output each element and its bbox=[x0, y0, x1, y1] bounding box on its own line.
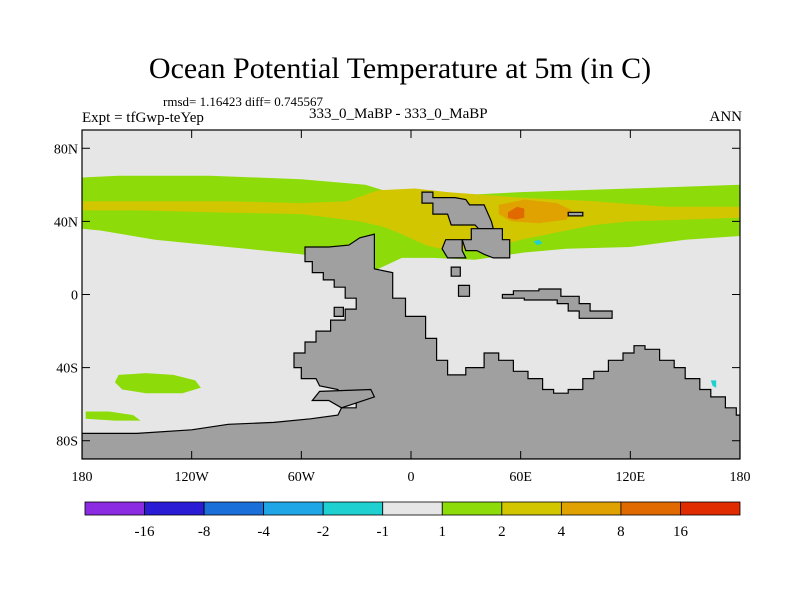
anomaly-region-7 bbox=[710, 380, 717, 388]
colorbar-label-3: -2 bbox=[317, 524, 330, 540]
colorbar-label-8: 8 bbox=[617, 524, 625, 540]
colorbar-box-6 bbox=[441, 501, 503, 516]
colorbar: -16 -8 -4 -2 -1 1 2 4 8 16 bbox=[84, 501, 741, 540]
case-label: Expt = tfGwp-teYep bbox=[82, 110, 204, 126]
y-tick-label-1: 40N bbox=[54, 215, 78, 230]
y-tick-label-2: 0 bbox=[71, 289, 78, 304]
colorbar-label-2: -4 bbox=[257, 524, 270, 540]
x-tick-label-4: 60E bbox=[509, 470, 532, 485]
stats-label: rmsd= 1.16423 diff= 0.745567 bbox=[163, 94, 323, 109]
comparison-label: 333_0_MaBP - 333_0_MaBP bbox=[309, 106, 488, 122]
season-label: ANN bbox=[709, 109, 743, 125]
land-africa-eurasia bbox=[82, 233, 740, 459]
anomaly-region-6 bbox=[533, 239, 543, 246]
y-tick-label-3: 40S bbox=[56, 362, 78, 377]
anomaly-region-5 bbox=[507, 206, 525, 220]
land-island-central bbox=[450, 266, 461, 277]
land-east-island-chain bbox=[501, 288, 613, 319]
colorbar-label-0: -16 bbox=[135, 524, 155, 540]
axis-ticks: 180 120W 60W 0 60E 120E 180 80N 40N 0 40S 80S bbox=[54, 130, 751, 485]
land-tiny-right bbox=[567, 211, 584, 217]
x-tick-label-0: 180 bbox=[72, 470, 93, 485]
colorbar-box-8 bbox=[560, 501, 622, 516]
colorbar-label-7: 4 bbox=[558, 524, 566, 540]
colorbar-label-4: -1 bbox=[376, 524, 389, 540]
colorbar-label-5: 1 bbox=[439, 524, 447, 540]
land-peninsula bbox=[441, 239, 467, 259]
x-tick-label-2: 60W bbox=[288, 470, 316, 485]
colorbar-box-5 bbox=[382, 501, 443, 516]
anomaly-region-2 bbox=[114, 373, 201, 394]
y-tick-label-4: 80S bbox=[56, 435, 78, 450]
y-tick-label-0: 80N bbox=[54, 142, 78, 157]
plot-area bbox=[82, 130, 740, 459]
colorbar-label-1: -8 bbox=[198, 524, 211, 540]
colorbar-box-7 bbox=[501, 501, 562, 516]
colorbar-box-10 bbox=[680, 501, 741, 516]
anomaly-region-1 bbox=[82, 188, 740, 251]
colorbar-label-6: 2 bbox=[498, 524, 506, 540]
land-north-block-east bbox=[461, 228, 511, 259]
x-tick-label-5: 120E bbox=[616, 470, 646, 485]
x-tick-label-1: 120W bbox=[175, 470, 210, 485]
x-tick-label-6: 180 bbox=[730, 470, 751, 485]
colorbar-box-1 bbox=[144, 501, 205, 516]
chart-title: Ocean Potential Temperature at 5m (in C) bbox=[148, 52, 652, 85]
colorbar-box-9 bbox=[620, 501, 681, 516]
colorbar-box-2 bbox=[203, 501, 265, 516]
colorbar-box-3 bbox=[263, 501, 324, 516]
land-southern-arc bbox=[311, 388, 376, 409]
land-tiny-west bbox=[333, 306, 344, 317]
colorbar-box-0 bbox=[84, 501, 145, 516]
land-small-island bbox=[457, 284, 471, 297]
colorbar-label-9: 16 bbox=[673, 524, 689, 540]
colorbar-box-4 bbox=[322, 501, 384, 516]
x-tick-label-3: 0 bbox=[408, 470, 415, 485]
anomaly-region-3 bbox=[85, 411, 141, 421]
